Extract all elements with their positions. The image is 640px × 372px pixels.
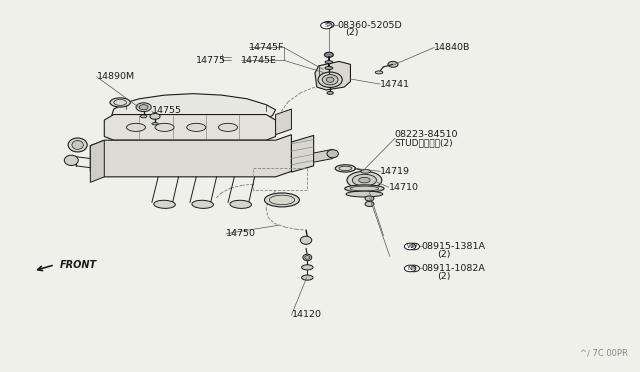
Circle shape (150, 113, 160, 119)
Circle shape (365, 196, 374, 201)
Polygon shape (291, 135, 314, 172)
Text: 14750: 14750 (226, 229, 256, 238)
Text: W: W (407, 244, 413, 249)
Text: 14745F: 14745F (249, 43, 284, 52)
Circle shape (408, 243, 420, 250)
Ellipse shape (353, 174, 376, 186)
Circle shape (404, 243, 416, 250)
Text: W: W (411, 244, 417, 249)
Text: S: S (326, 22, 330, 27)
Text: 14741: 14741 (380, 80, 410, 89)
Ellipse shape (140, 115, 147, 118)
Ellipse shape (305, 256, 310, 259)
Circle shape (139, 105, 148, 110)
Ellipse shape (327, 92, 333, 94)
Ellipse shape (346, 191, 383, 197)
Ellipse shape (318, 72, 342, 87)
Ellipse shape (154, 200, 175, 208)
Polygon shape (315, 61, 351, 90)
Ellipse shape (375, 71, 383, 74)
Text: 08915-1381A: 08915-1381A (422, 242, 486, 251)
Circle shape (324, 52, 333, 57)
Ellipse shape (358, 177, 370, 183)
Ellipse shape (325, 67, 333, 70)
Text: ^∕ 7C 00PR: ^∕ 7C 00PR (580, 349, 628, 357)
Circle shape (365, 201, 374, 206)
Ellipse shape (322, 75, 338, 85)
Ellipse shape (347, 171, 382, 189)
Polygon shape (314, 149, 333, 162)
Ellipse shape (264, 193, 300, 207)
Ellipse shape (152, 123, 158, 125)
Polygon shape (90, 135, 291, 177)
Ellipse shape (68, 138, 87, 152)
Ellipse shape (110, 98, 131, 107)
Text: N: N (412, 266, 416, 271)
Circle shape (321, 22, 332, 29)
Text: 14710: 14710 (388, 183, 419, 192)
Ellipse shape (230, 200, 252, 208)
Ellipse shape (303, 254, 312, 261)
Circle shape (408, 265, 420, 272)
Text: 14775: 14775 (196, 56, 227, 65)
Ellipse shape (345, 185, 384, 192)
Text: FRONT: FRONT (60, 260, 97, 270)
Polygon shape (104, 115, 276, 140)
Ellipse shape (72, 141, 83, 149)
Text: 14120: 14120 (291, 311, 321, 320)
Ellipse shape (300, 236, 312, 244)
Circle shape (388, 61, 398, 67)
Ellipse shape (361, 170, 371, 173)
Text: 08911-1082A: 08911-1082A (422, 264, 485, 273)
Circle shape (136, 103, 151, 112)
Ellipse shape (326, 77, 334, 82)
Ellipse shape (155, 124, 174, 131)
Polygon shape (276, 109, 291, 135)
Text: 14719: 14719 (380, 167, 410, 176)
Ellipse shape (127, 124, 145, 131)
Ellipse shape (187, 124, 206, 131)
Ellipse shape (301, 265, 313, 270)
Ellipse shape (327, 150, 339, 158)
Ellipse shape (218, 124, 237, 131)
Text: S: S (324, 23, 328, 28)
Text: (2): (2) (437, 250, 451, 259)
Text: 14840B: 14840B (434, 43, 470, 52)
Text: (2): (2) (346, 28, 359, 37)
Text: (2): (2) (437, 272, 451, 281)
Polygon shape (90, 140, 104, 182)
Text: N: N (408, 266, 412, 271)
Text: 14745E: 14745E (241, 56, 276, 65)
Ellipse shape (64, 155, 78, 166)
Text: STUDスタッド(2): STUDスタッド(2) (395, 138, 454, 147)
Text: 14755: 14755 (152, 106, 182, 115)
Circle shape (404, 265, 416, 272)
Circle shape (323, 22, 334, 28)
Polygon shape (112, 94, 276, 126)
Ellipse shape (335, 165, 356, 172)
Ellipse shape (325, 61, 333, 64)
Ellipse shape (301, 275, 313, 280)
Text: 08360-5205D: 08360-5205D (338, 21, 403, 30)
Text: 08223-84510: 08223-84510 (395, 130, 458, 139)
Text: 14890M: 14890M (97, 72, 135, 81)
Ellipse shape (192, 200, 213, 208)
